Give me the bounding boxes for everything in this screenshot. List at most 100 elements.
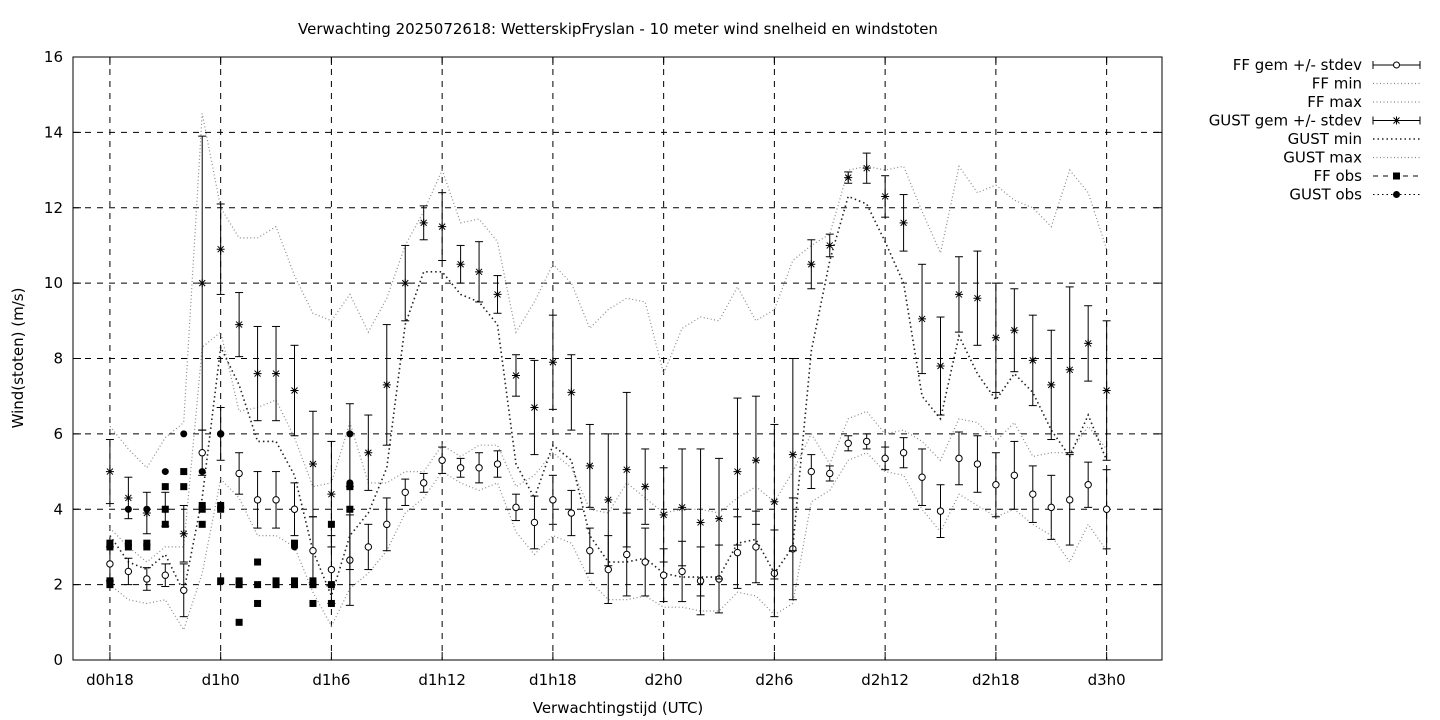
gust-mean-point (696, 518, 705, 527)
ff-mean-point (235, 469, 243, 478)
gust-mean-point (807, 260, 816, 269)
gust-mean-point (530, 403, 539, 412)
legend-star-marker (1392, 116, 1401, 125)
x-tick-label: d1h6 (312, 671, 350, 689)
ff-mean-point (383, 520, 391, 529)
legend-label: FF max (1307, 93, 1362, 111)
ff-mean-point (161, 571, 169, 579)
y-tick-label: 10 (44, 274, 63, 292)
ff-obs-point (106, 577, 114, 585)
ff-obs-point (217, 501, 225, 509)
ff-mean-point (327, 565, 336, 574)
gust-mean-point (1102, 386, 1111, 395)
gust-mean-point (973, 294, 982, 303)
ff-obs-point (217, 577, 225, 585)
gust-mean-point (604, 495, 613, 504)
ff-obs-point (143, 543, 151, 551)
ff-obs-point (180, 483, 188, 491)
legend-label: GUST max (1283, 149, 1362, 167)
ff-obs-point (106, 539, 114, 547)
gust-mean-point (954, 290, 963, 299)
gust-mean-point (715, 514, 724, 523)
legend-label: GUST min (1288, 130, 1362, 148)
series-line-ff-max (109, 331, 1108, 563)
gust-obs-point (217, 430, 225, 438)
gust-mean-point (641, 482, 650, 491)
gust-mean-point (936, 362, 945, 371)
ff-mean-point (586, 547, 594, 555)
gust-mean-point (272, 369, 281, 378)
ff-mean-point (862, 437, 871, 446)
gust-mean-point (1084, 339, 1093, 348)
legend-label: FF gem +/- stdev (1233, 56, 1362, 74)
ff-obs-point (180, 468, 188, 476)
observations (106, 430, 354, 626)
ff-mean-point (918, 473, 926, 481)
ff-mean-point (992, 481, 1000, 489)
legend-circle-marker (1393, 61, 1400, 69)
gust-mean-point (1010, 326, 1019, 335)
ff-mean-point (844, 439, 852, 447)
ff-mean-point (973, 460, 982, 468)
gust-mean-point (198, 279, 207, 288)
gust-mean-point (216, 245, 225, 254)
ff-obs-point (346, 483, 354, 491)
legend-label: FF min (1312, 75, 1362, 93)
ff-obs-point (290, 581, 298, 589)
y-tick-label: 12 (44, 199, 63, 217)
ff-obs-point (235, 577, 243, 585)
legend-dot-marker (1393, 191, 1400, 198)
ff-mean-point (807, 467, 816, 476)
gust-mean-point (825, 241, 834, 250)
gust-obs-point (161, 468, 169, 476)
ff-mean-point (1010, 471, 1019, 480)
ff-mean-point (826, 469, 834, 478)
gust-mean-point (751, 456, 760, 465)
gust-mean-point (124, 493, 133, 502)
y-tick-label: 4 (53, 500, 63, 518)
gust-mean-point (456, 260, 465, 269)
legend-label: GUST gem +/- stdev (1209, 112, 1362, 130)
ff-mean-point (530, 518, 539, 527)
gust-mean-point (567, 388, 576, 397)
ff-mean-point (604, 565, 612, 574)
gust-mean-point (253, 369, 262, 378)
ff-obs-point (161, 483, 169, 491)
ff-mean-point (180, 586, 188, 594)
ff-obs-point (106, 581, 114, 589)
x-tick-label: d2h12 (861, 671, 909, 689)
gust-mean-point (235, 320, 244, 329)
ff-mean-point (198, 449, 206, 457)
gust-mean-point (1065, 365, 1074, 374)
ff-mean-point (641, 558, 649, 566)
ff-obs-point (198, 501, 206, 509)
legend-label: GUST obs (1289, 186, 1362, 204)
series-line-gust-max (109, 113, 1108, 469)
x-axis-label: Verwachtingstijd (UTC) (533, 699, 704, 717)
ff-mean-point (1084, 481, 1092, 489)
gust-obs-point (180, 430, 188, 438)
y-tick-label: 8 (53, 350, 63, 368)
ff-mean-point (733, 548, 742, 557)
gust-obs-point (198, 468, 206, 476)
ff-obs-point (235, 618, 243, 626)
ff-mean-point (512, 503, 520, 512)
ff-obs-point (309, 599, 317, 607)
ff-mean-point (143, 575, 151, 583)
ff-obs-point (161, 520, 169, 528)
ff-obs-point (161, 505, 169, 513)
ff-obs-point (327, 599, 335, 607)
gust-mean-point (678, 503, 687, 512)
error-bars (105, 135, 1111, 618)
ff-mean-point (364, 543, 373, 551)
ff-obs-point (290, 539, 298, 547)
ff-mean-point (936, 507, 945, 515)
gust-mean-point (1028, 356, 1037, 365)
gust-mean-point (918, 314, 927, 323)
ff-mean-point (1029, 490, 1037, 498)
gust-mean-point (438, 222, 447, 231)
gust-obs-point (346, 430, 354, 438)
gust-mean-point (511, 371, 520, 380)
y-tick-label: 6 (53, 425, 63, 443)
